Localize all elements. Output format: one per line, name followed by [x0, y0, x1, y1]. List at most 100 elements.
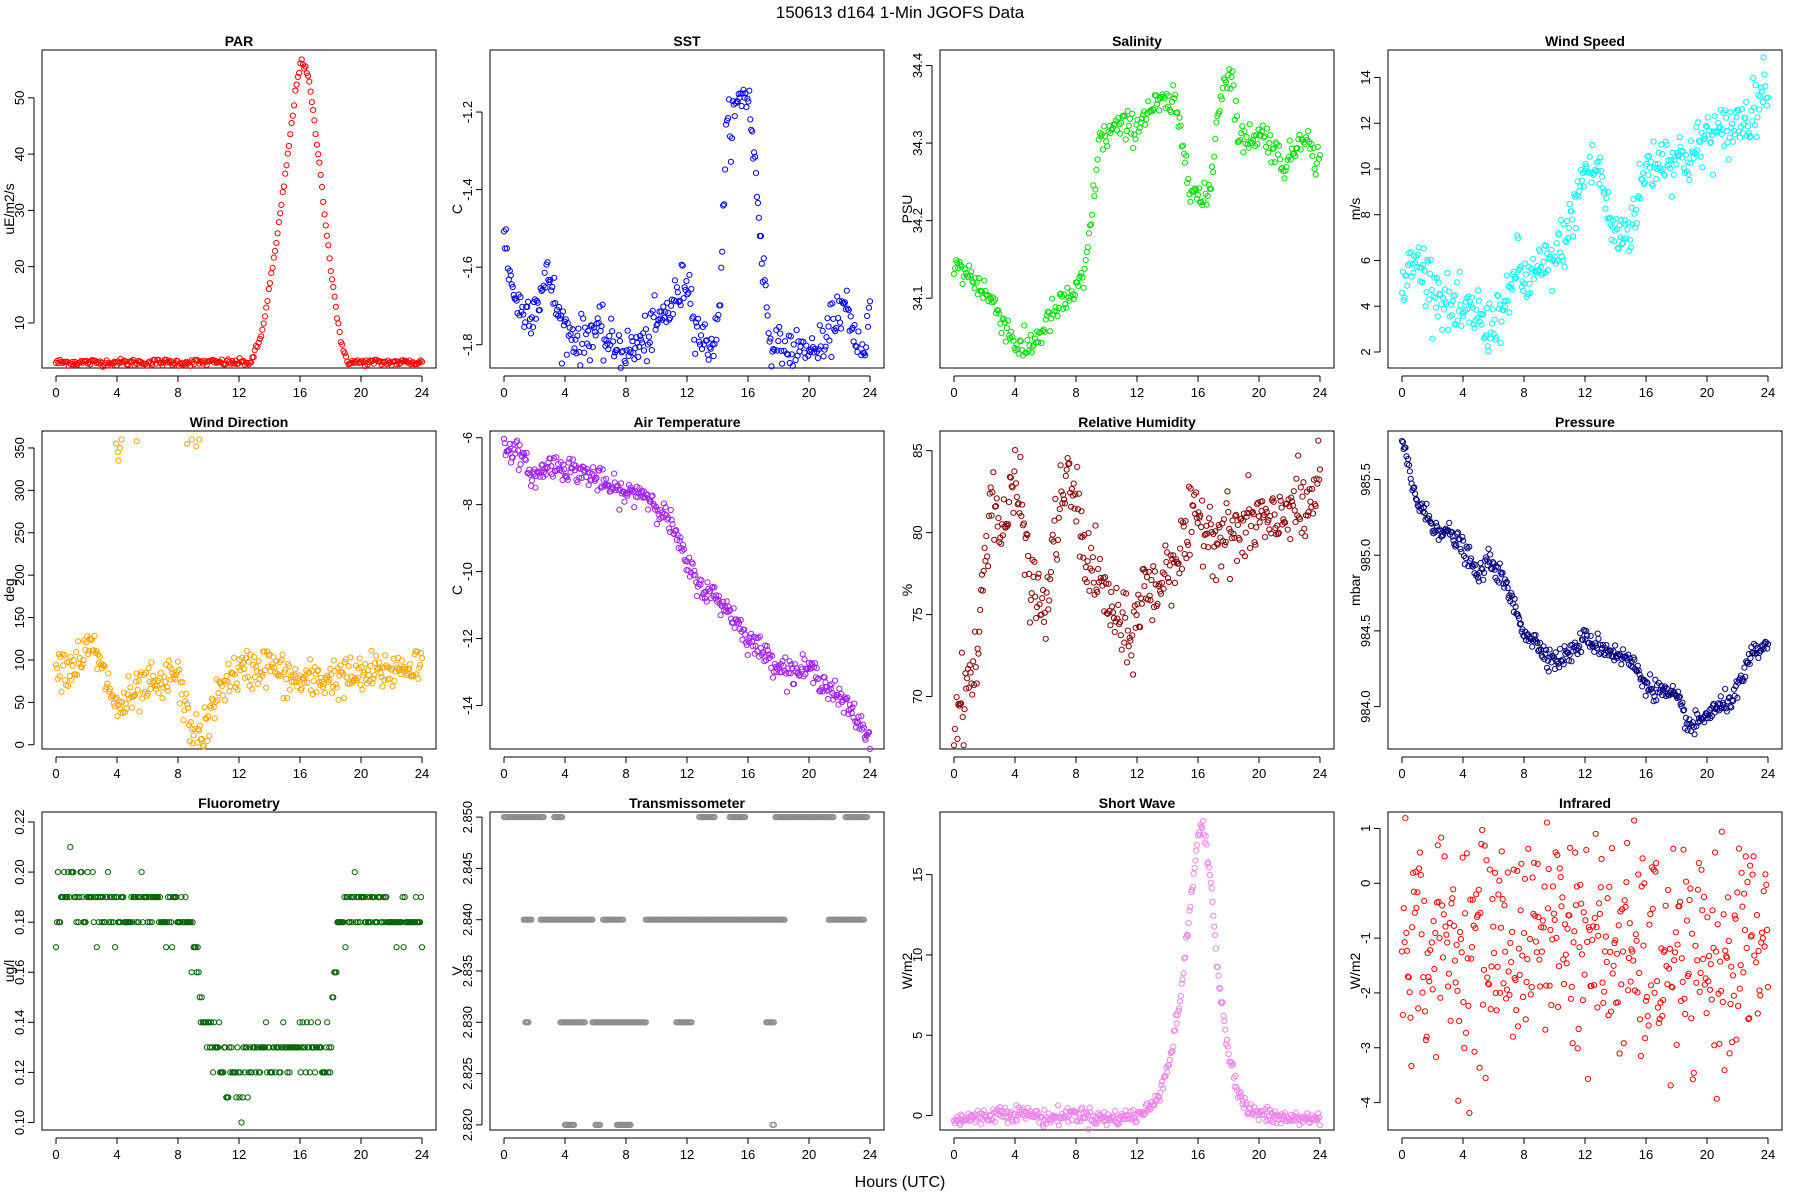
data-point	[786, 658, 793, 665]
data-point	[1530, 276, 1538, 283]
data-point	[343, 674, 350, 681]
data-point	[598, 483, 605, 490]
data-point	[187, 919, 194, 926]
data-point	[577, 362, 584, 369]
x-tick-label: 16	[741, 1147, 755, 1162]
data-point	[215, 1044, 222, 1051]
data-point	[414, 648, 421, 655]
data-point	[856, 725, 863, 732]
data-point	[770, 1121, 778, 1129]
data-point	[1486, 866, 1494, 873]
data-point	[1566, 200, 1573, 208]
data-point	[136, 708, 143, 715]
data-point	[763, 304, 770, 311]
data-point	[1201, 839, 1208, 846]
data-point	[188, 725, 195, 733]
data-point	[194, 944, 201, 951]
data-point	[292, 87, 299, 94]
data-point	[500, 435, 508, 442]
data-point	[715, 311, 722, 318]
data-point	[1076, 553, 1083, 560]
data-point	[1644, 680, 1651, 687]
data-point	[1026, 570, 1033, 578]
data-point	[1452, 292, 1459, 299]
data-point	[1619, 239, 1627, 246]
data-point	[163, 684, 171, 691]
data-point	[1186, 551, 1193, 558]
data-point	[1556, 231, 1563, 238]
data-point	[1606, 647, 1614, 654]
data-point	[1408, 273, 1415, 280]
data-point	[239, 1094, 246, 1101]
y-tick-label: 300	[12, 480, 27, 502]
data-point	[1200, 817, 1207, 825]
data-point	[1044, 308, 1052, 315]
data-point	[209, 1069, 217, 1076]
data-point	[1028, 349, 1035, 356]
data-point	[1277, 497, 1284, 504]
x-tick-label: 0	[1398, 766, 1405, 781]
data-point	[769, 652, 776, 659]
data-point	[74, 671, 81, 679]
data-point	[248, 677, 255, 684]
data-point	[346, 919, 353, 926]
data-point	[692, 572, 699, 579]
x-tick-label: 24	[1313, 1147, 1327, 1162]
data-point	[1029, 556, 1036, 564]
data-point	[1742, 673, 1749, 680]
x-tick-label: 12	[1578, 766, 1592, 781]
data-point	[1263, 508, 1270, 515]
data-point	[87, 636, 95, 643]
data-point	[1105, 580, 1112, 587]
data-point	[1459, 533, 1466, 541]
data-point	[116, 698, 123, 705]
data-point	[1540, 924, 1547, 931]
data-point	[678, 261, 685, 268]
data-point	[1085, 230, 1093, 237]
data-point	[178, 894, 185, 901]
data-point	[1039, 595, 1046, 602]
data-point	[1070, 296, 1077, 303]
data-point	[285, 663, 293, 670]
data-point	[500, 228, 508, 235]
data-point	[111, 703, 118, 710]
data-point	[205, 713, 212, 720]
data-point	[1520, 930, 1528, 937]
data-point	[984, 553, 991, 560]
data-point	[528, 477, 536, 484]
x-tick-label: 24	[1761, 385, 1775, 400]
data-point	[1461, 561, 1469, 568]
data-point	[277, 1069, 284, 1076]
data-point	[1751, 122, 1759, 129]
y-tick-label: 85	[910, 443, 925, 457]
y-tick-label: 150	[12, 607, 27, 629]
data-point	[173, 671, 180, 678]
data-point	[1427, 256, 1434, 264]
data-point	[1260, 134, 1268, 141]
data-point	[1145, 568, 1152, 575]
data-point	[1488, 566, 1496, 573]
data-point	[631, 504, 638, 511]
data-point	[1051, 308, 1058, 315]
data-point	[1754, 114, 1761, 121]
data-point	[975, 650, 982, 657]
data-point	[978, 1121, 985, 1128]
data-point	[1143, 116, 1150, 123]
data-point	[1210, 169, 1217, 176]
data-point	[760, 255, 767, 262]
y-tick-label: -1.4	[460, 178, 475, 200]
plot-frame	[939, 811, 1335, 1131]
data-point	[743, 104, 750, 111]
data-point	[1280, 516, 1287, 523]
data-point	[362, 676, 370, 683]
data-point	[576, 474, 583, 481]
data-point	[1435, 279, 1442, 286]
data-point	[662, 504, 669, 511]
data-point	[552, 300, 559, 307]
data-point	[1646, 686, 1653, 693]
data-point	[514, 447, 522, 454]
data-point	[1491, 316, 1498, 323]
data-point	[755, 634, 762, 642]
data-point	[1482, 1074, 1489, 1082]
data-point	[791, 661, 799, 668]
